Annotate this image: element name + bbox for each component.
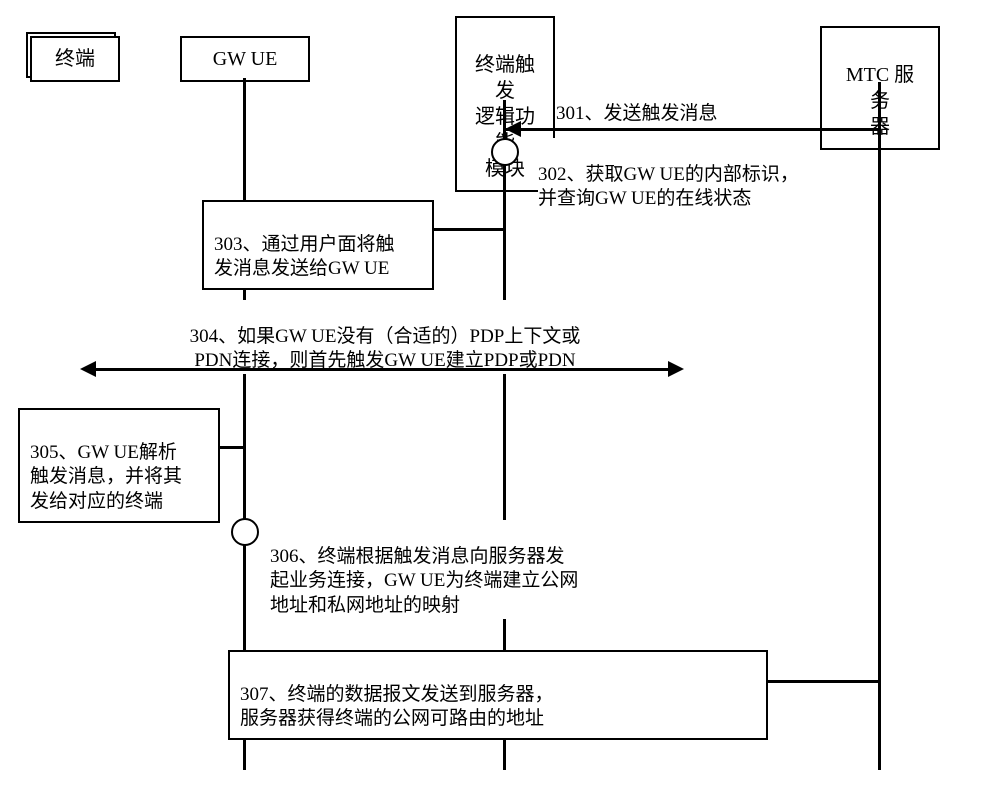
msg-303: 303、通过用户面将触 发消息发送给GW UE: [202, 200, 434, 290]
conn-305: [220, 446, 244, 449]
node-302: [491, 138, 519, 166]
arrow-304: [92, 368, 672, 371]
arrow-304-left: [80, 361, 96, 377]
arrow-304-right: [668, 361, 684, 377]
participant-terminal: 终端: [30, 36, 120, 82]
msg-305: 305、GW UE解析 触发消息，并将其 发给对应的终端: [18, 408, 220, 523]
lifeline-mtc: [878, 82, 881, 770]
arrow-301: [506, 128, 878, 131]
lifeline-terminal: [66, 80, 69, 82]
conn-307: [768, 680, 879, 683]
msg-301: 301、发送触发消息: [556, 102, 718, 127]
participant-label: 终端: [55, 48, 95, 70]
msg-306: 306、终端根据触发消息向服务器发 起业务连接，GW UE为终端建立公网 地址和…: [270, 520, 578, 619]
msg-307: 307、终端的数据报文发送到服务器， 服务器获得终端的公网可路由的地址: [228, 650, 768, 740]
participant-label: GW UE: [213, 48, 278, 70]
participant-gwue: GW UE: [180, 36, 310, 82]
conn-303: [434, 228, 504, 231]
msg-302: 302、获取GW UE的内部标识， 并查询GW UE的在线状态: [538, 138, 799, 212]
node-306: [231, 518, 259, 546]
msg-304: 304、如果GW UE没有（合适的）PDP上下文或 PDN连接，则首先触发GW …: [130, 300, 640, 374]
arrow-301-head: [505, 121, 521, 137]
